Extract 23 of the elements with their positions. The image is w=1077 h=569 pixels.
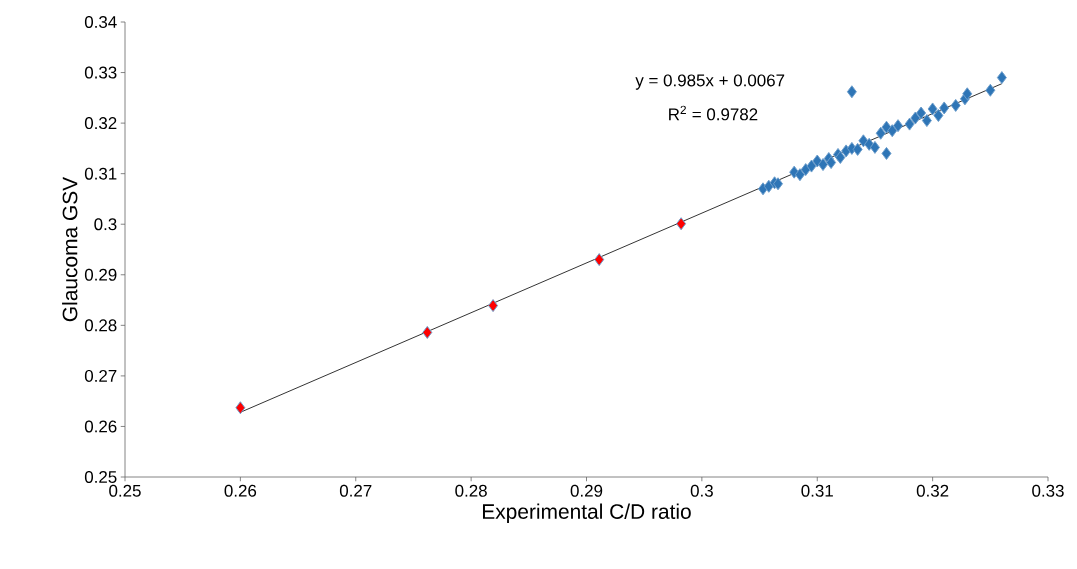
- x-tick-label: 0.28: [455, 484, 487, 497]
- x-tick-label: 0.26: [224, 484, 257, 497]
- annotation: R$^{2}$ = 0.9782: [669, 105, 758, 121]
- y-tick-label: 0.32: [84, 117, 117, 130]
- y-axis-title: Glaucoma GSV: [62, 176, 78, 322]
- y-tick-label: 0.29: [84, 268, 117, 281]
- x-tick-label: 0.25: [109, 484, 141, 497]
- annotation: y = 0.985x + 0.0067: [635, 74, 785, 90]
- y-tick-label: 0.26: [84, 420, 117, 433]
- y-tick-label: 0.28: [84, 319, 117, 332]
- x-tick-label: 0.27: [339, 484, 372, 497]
- x-tick-label: 0.3: [690, 484, 713, 497]
- x-tick-label: 0.29: [570, 484, 603, 497]
- y-tick-label: 0.25: [84, 471, 117, 483]
- x-tick-label: 0.33: [1032, 484, 1064, 497]
- y-tick-label: 0.3: [94, 218, 117, 231]
- y-tick-label: 0.33: [84, 66, 117, 79]
- y-tick-label: 0.27: [84, 369, 117, 382]
- y-tick-label: 0.31: [84, 167, 117, 180]
- y-tick-label: 0.34: [84, 16, 117, 28]
- x-axis-title: Experimental C/D ratio: [482, 503, 691, 524]
- x-tick-label: 0.31: [801, 484, 833, 497]
- x-tick-label: 0.32: [916, 484, 949, 497]
